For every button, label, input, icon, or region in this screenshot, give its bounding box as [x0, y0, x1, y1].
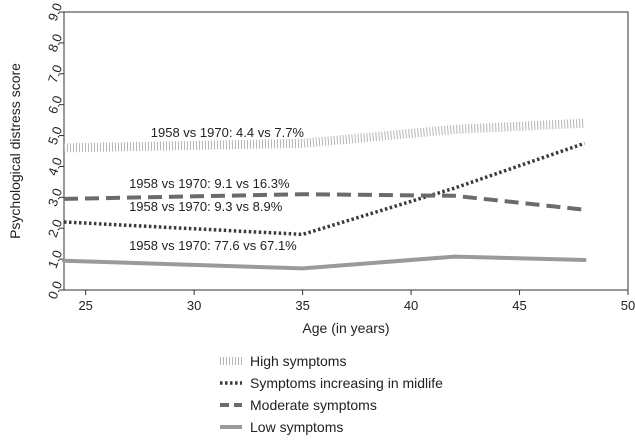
plot-frame — [63, 11, 629, 291]
legend-label-high-symptoms: High symptoms — [250, 353, 347, 369]
x-tick-label: 50 — [621, 298, 635, 313]
x-tick-label: 30 — [187, 298, 201, 313]
y-tick-label: 1.0 — [45, 248, 65, 270]
y-tick-label: 8.0 — [45, 32, 65, 54]
series-line-increasing-midlife — [63, 141, 586, 237]
x-tick-label: 35 — [295, 298, 309, 313]
legend-label-low-symptoms: Low symptoms — [250, 419, 344, 435]
y-tick-label: 6.0 — [45, 94, 65, 116]
x-tick-label: 40 — [404, 298, 418, 313]
y-tick-label: 7.0 — [45, 63, 65, 85]
x-tick-label: 45 — [512, 298, 526, 313]
legend: High symptoms Symptoms increasing in mid… — [218, 350, 443, 438]
annotation-increasing-midlife: 1958 vs 1970: 9.3 vs 8.9% — [129, 199, 283, 214]
annotation-high-symptoms: 1958 vs 1970: 4.4 vs 7.7% — [151, 125, 305, 140]
y-tick-label: 4.0 — [45, 155, 65, 177]
legend-item-moderate-symptoms: Moderate symptoms — [218, 394, 443, 416]
x-axis-title: Age (in years) — [302, 320, 389, 336]
line-chart: 0.0 1.0 2.0 3.0 4.0 5.0 6.0 7.0 8.0 9.0 25 30 35 40 45… — [7, 1, 635, 336]
annotation-low-symptoms: 1958 vs 1970: 77.6 vs 67.1% — [129, 238, 297, 253]
legend-item-increasing-midlife: Symptoms increasing in midlife — [218, 372, 443, 394]
y-tick-label: 9.0 — [45, 1, 65, 23]
y-tick-label: 5.0 — [45, 124, 65, 146]
series-line-low-symptoms — [62, 254, 587, 271]
legend-label-moderate-symptoms: Moderate symptoms — [250, 397, 377, 413]
legend-item-high-symptoms: High symptoms — [218, 350, 443, 372]
legend-label-increasing-midlife: Symptoms increasing in midlife — [250, 375, 443, 391]
y-tick-label: 2.0 — [45, 217, 65, 239]
legend-swatch-increasing-midlife — [220, 381, 242, 385]
legend-swatch-low-symptoms — [220, 425, 242, 429]
legend-item-low-symptoms: Low symptoms — [218, 416, 443, 438]
annotation-moderate-symptoms: 1958 vs 1970: 9.1 vs 16.3% — [129, 176, 290, 191]
x-tick-label: 25 — [78, 298, 92, 313]
legend-swatch-high-symptoms — [220, 357, 242, 365]
legend-swatch-moderate-symptoms — [220, 403, 242, 407]
y-tick-label: 0.0 — [45, 279, 65, 301]
y-axis-title: Psychological distress score — [7, 63, 23, 239]
series-line-high-symptoms — [63, 118, 585, 153]
y-tick-label: 3.0 — [45, 186, 65, 208]
